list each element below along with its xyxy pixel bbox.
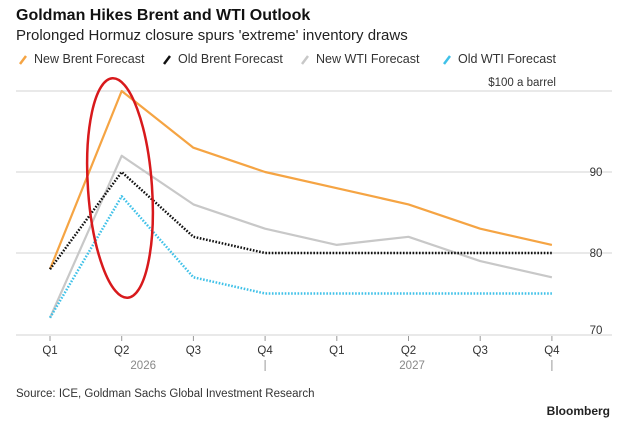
series-line-new-wti-forecast bbox=[48, 154, 553, 319]
legend-swatch bbox=[163, 55, 171, 65]
legend-swatch bbox=[443, 55, 451, 65]
gridlines bbox=[16, 90, 612, 336]
legend-swatch bbox=[301, 55, 309, 65]
legend: New Brent Forecast Old Brent Forecast New … bbox=[19, 52, 556, 66]
chart-title: Goldman Hikes Brent and WTI Outlook bbox=[16, 7, 310, 24]
x-tick-label: Q2 bbox=[401, 345, 416, 357]
x-tick-label: Q3 bbox=[473, 345, 488, 357]
y-axis-labels: 90 80 70 bbox=[590, 167, 603, 337]
y-tick-label: 90 bbox=[590, 167, 603, 179]
year-label: 2027 bbox=[399, 360, 425, 372]
legend-entry: Old Brent Forecast bbox=[178, 52, 283, 66]
series-line-new-brent-forecast bbox=[48, 89, 553, 270]
chart-subtitle: Prolonged Hormuz closure spurs 'extreme'… bbox=[16, 27, 408, 44]
year-label: 2026 bbox=[130, 360, 156, 372]
legend-entry: Old WTI Forecast bbox=[458, 52, 556, 66]
legend-swatch bbox=[19, 55, 27, 65]
highlight-ellipse bbox=[85, 76, 155, 300]
legend-entry: New Brent Forecast bbox=[34, 52, 145, 66]
x-tick-label: Q1 bbox=[42, 345, 57, 357]
series-line-old-brent-forecast bbox=[48, 170, 552, 270]
x-axis: Q1 Q2 Q3 Q4 Q1 Q2 Q3 Q4 2026 2027 bbox=[42, 336, 560, 372]
y-tick-label: 80 bbox=[590, 248, 603, 260]
x-tick-label: Q4 bbox=[544, 345, 560, 357]
series-line-old-wti-forecast bbox=[48, 195, 552, 319]
bloomberg-logo: Bloomberg bbox=[547, 404, 610, 418]
x-tick-label: Q4 bbox=[257, 345, 273, 357]
source-note: Source: ICE, Goldman Sachs Global Invest… bbox=[16, 388, 315, 400]
y-tick-label: 70 bbox=[590, 325, 603, 337]
x-tick-label: Q1 bbox=[329, 345, 344, 357]
y-unit-label: $100 a barrel bbox=[488, 77, 556, 89]
x-tick-label: Q2 bbox=[114, 345, 129, 357]
x-tick-label: Q3 bbox=[186, 345, 201, 357]
series-lines bbox=[48, 89, 553, 319]
legend-entry: New WTI Forecast bbox=[316, 52, 420, 66]
